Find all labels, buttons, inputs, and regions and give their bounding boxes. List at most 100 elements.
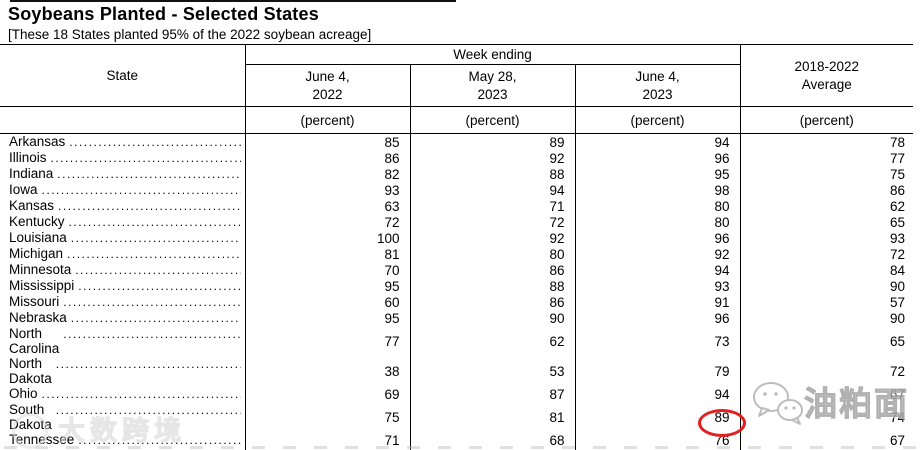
highlight-circle-91 bbox=[698, 409, 746, 437]
value-cell: 84 bbox=[244, 448, 410, 450]
value-cell: 88 bbox=[409, 278, 575, 294]
table-row: North Dakota............................… bbox=[0, 356, 914, 386]
value-cell: 82 bbox=[409, 448, 575, 450]
value-cell: 96 bbox=[574, 230, 741, 246]
value-cell: 72 bbox=[409, 214, 575, 230]
value-cell: 92 bbox=[409, 230, 575, 246]
value-cell: 93 bbox=[739, 230, 914, 246]
table-row: North Carolina..........................… bbox=[0, 326, 914, 356]
value-cell: 95 bbox=[244, 310, 410, 326]
value-cell: 69 bbox=[244, 386, 410, 402]
value-cell: 96 bbox=[574, 150, 741, 166]
value-cell: 86 bbox=[739, 182, 914, 198]
value-cell: 75 bbox=[739, 166, 914, 182]
value-cell: 65 bbox=[739, 326, 914, 356]
state-name: Ohio bbox=[9, 386, 38, 401]
value-cell: 94 bbox=[574, 448, 741, 450]
state-name: Michigan bbox=[9, 246, 64, 261]
value-cell: 70 bbox=[244, 262, 410, 278]
value-cell: 100 bbox=[244, 230, 410, 246]
value-cell: 72 bbox=[739, 356, 914, 386]
cropped-text-artifact bbox=[4, 446, 919, 449]
average-column-header: 2018-2022 Average bbox=[740, 44, 914, 107]
state-name: Louisiana bbox=[9, 230, 67, 245]
dot-leader: ........................................… bbox=[63, 295, 240, 309]
table-row: Michigan................................… bbox=[0, 246, 914, 262]
value-cell: 89 bbox=[409, 133, 575, 150]
date-column-header-june4-2023: June 4, 2023 bbox=[575, 64, 741, 107]
value-cell: 79 bbox=[574, 356, 741, 386]
watermark-text-left: 大数跨境 bbox=[58, 415, 186, 446]
dot-leader: ........................................… bbox=[55, 403, 241, 417]
state-name: Mississippi bbox=[9, 278, 75, 293]
watermark-logo-blob bbox=[12, 413, 48, 449]
value-cell: 93 bbox=[244, 182, 410, 198]
date-column-header-may28-2023: May 28, 2023 bbox=[410, 64, 576, 107]
chat-bubbles-logo-icon bbox=[753, 382, 803, 425]
soybeans-planted-table: State Week ending 2018-2022 Average June… bbox=[0, 44, 914, 450]
value-cell: 80 bbox=[409, 246, 575, 262]
value-cell: 75 bbox=[244, 402, 410, 432]
unit-cell-empty bbox=[0, 106, 245, 134]
dot-leader: ........................................… bbox=[75, 263, 240, 277]
state-name: North Dakota bbox=[9, 356, 52, 386]
state-column-header: State bbox=[0, 44, 246, 107]
watermark-bottom-left: 大数跨境 bbox=[12, 413, 186, 449]
table-row: Arkansas................................… bbox=[0, 133, 914, 150]
dot-leader: ........................................… bbox=[69, 135, 240, 149]
value-cell: 94 bbox=[574, 386, 741, 402]
page-title: Soybeans Planted - Selected States bbox=[8, 4, 319, 24]
value-cell: 77 bbox=[244, 326, 410, 356]
dot-leader: ........................................… bbox=[41, 387, 241, 401]
value-cell: 79 bbox=[739, 448, 914, 450]
dot-leader: ........................................… bbox=[78, 279, 240, 293]
state-name: Illinois bbox=[9, 150, 47, 165]
value-cell: 80 bbox=[574, 198, 741, 214]
value-cell: 85 bbox=[244, 133, 410, 150]
watermark-text-right: 油粕面 bbox=[804, 384, 909, 422]
dot-leader: ........................................… bbox=[58, 199, 241, 213]
table-row: Mississippi.............................… bbox=[0, 278, 914, 294]
value-cell: 92 bbox=[574, 246, 741, 262]
value-cell: 93 bbox=[574, 278, 741, 294]
week-ending-header: Week ending bbox=[245, 44, 741, 65]
value-cell: 72 bbox=[739, 246, 914, 262]
dot-leader: ........................................… bbox=[70, 311, 241, 325]
value-cell: 57 bbox=[739, 294, 914, 310]
dot-leader: ........................................… bbox=[55, 357, 241, 371]
value-cell: 87 bbox=[409, 386, 575, 402]
value-cell: 60 bbox=[244, 294, 410, 310]
value-cell: 53 bbox=[409, 356, 575, 386]
value-cell: 72 bbox=[244, 214, 410, 230]
value-cell: 84 bbox=[739, 262, 914, 278]
table-row: Illinois................................… bbox=[0, 150, 914, 166]
value-cell: 65 bbox=[739, 214, 914, 230]
unit-label: (percent) bbox=[409, 106, 575, 134]
state-name: Iowa bbox=[9, 182, 38, 197]
value-cell: 38 bbox=[244, 356, 410, 386]
state-name: North Carolina bbox=[9, 326, 60, 356]
state-name: Missouri bbox=[9, 294, 60, 309]
table-row: Iowa....................................… bbox=[0, 182, 914, 198]
table-row: Kentucky................................… bbox=[0, 214, 914, 230]
table-row: Louisiana...............................… bbox=[0, 230, 914, 246]
value-cell: 91 bbox=[574, 294, 741, 310]
value-cell: 95 bbox=[244, 278, 410, 294]
dot-leader: ........................................… bbox=[67, 247, 240, 261]
table-row: Nebraska................................… bbox=[0, 310, 914, 326]
cropped-edge-artifact bbox=[10, 0, 456, 2]
unit-label: (percent) bbox=[739, 106, 914, 134]
state-name: Minnesota bbox=[9, 262, 72, 277]
value-cell: 94 bbox=[574, 262, 741, 278]
value-cell: 80 bbox=[574, 214, 741, 230]
value-cell: 94 bbox=[574, 133, 741, 150]
value-cell: 88 bbox=[409, 166, 575, 182]
state-name: Kentucky bbox=[9, 214, 65, 229]
state-name: Arkansas bbox=[9, 134, 66, 149]
value-cell: 86 bbox=[409, 262, 575, 278]
value-cell: 90 bbox=[409, 310, 575, 326]
value-cell: 62 bbox=[739, 198, 914, 214]
dot-leader: ........................................… bbox=[78, 433, 240, 447]
value-cell: 62 bbox=[409, 326, 575, 356]
